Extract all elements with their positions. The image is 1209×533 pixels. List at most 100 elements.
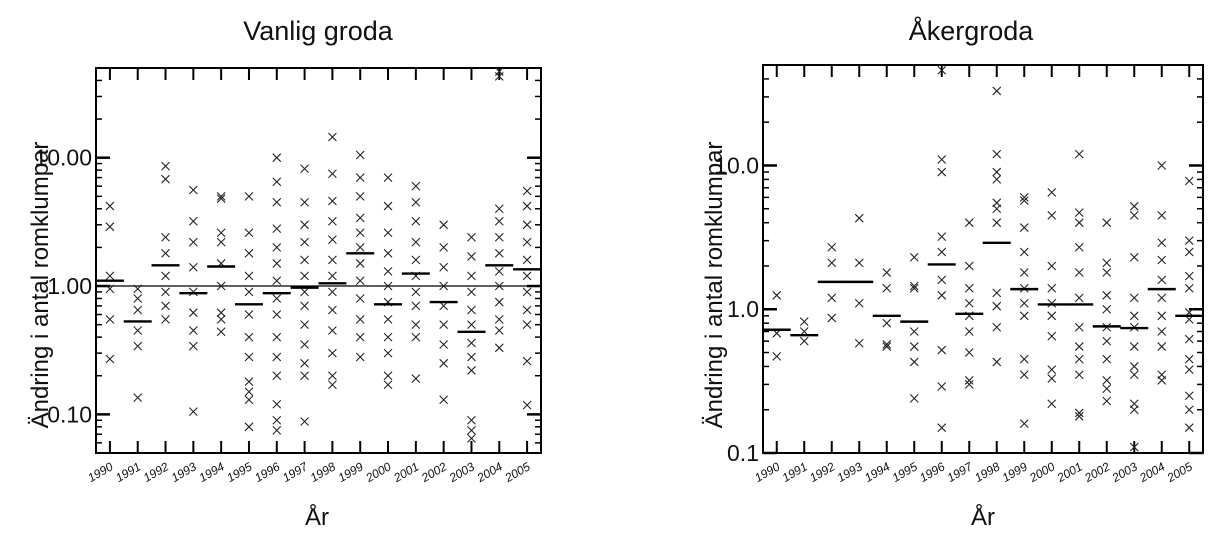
data-point <box>1074 354 1084 364</box>
data-point-stroke <box>355 332 365 342</box>
data-point-stroke <box>1184 247 1194 257</box>
data-point <box>272 276 282 286</box>
data-point <box>1184 365 1194 375</box>
data-point <box>188 326 198 335</box>
data-point <box>909 357 919 367</box>
x-tick-label: 1993 <box>835 459 865 485</box>
x-tick-label: 1991 <box>780 459 810 484</box>
data-point <box>300 340 309 349</box>
data-point-stroke <box>272 197 282 207</box>
data-point <box>882 342 892 351</box>
data-point <box>522 186 532 196</box>
x-tick-label: 2005 <box>1164 459 1195 485</box>
data-point-stroke <box>1184 405 1194 415</box>
data-point-stroke <box>799 317 809 327</box>
data-point-stroke <box>1019 354 1029 364</box>
data-point-stroke <box>467 366 476 375</box>
data-point <box>133 284 143 294</box>
data-point <box>439 262 449 272</box>
data-point <box>1019 354 1029 364</box>
data-point-stroke <box>161 271 170 281</box>
data-point-stroke <box>272 243 282 252</box>
data-point-stroke <box>328 326 337 335</box>
data-point-stroke <box>909 252 919 262</box>
data-point-stroke <box>522 271 532 281</box>
data-point <box>188 287 198 297</box>
data-point-stroke <box>411 374 421 383</box>
data-point-stroke <box>1102 218 1112 228</box>
data-point-stroke <box>105 222 115 232</box>
data-point-stroke <box>300 358 309 368</box>
data-point-stroke <box>882 318 892 328</box>
data-point-stroke <box>133 326 143 335</box>
data-point <box>1074 411 1084 421</box>
data-point <box>328 132 337 142</box>
data-point-stroke <box>328 235 337 245</box>
data-point-stroke <box>244 191 254 201</box>
data-point <box>328 271 337 281</box>
data-point <box>272 259 282 268</box>
data-point <box>383 228 393 238</box>
x-tick-label: 1996 <box>252 459 282 485</box>
data-point-stroke <box>272 332 282 342</box>
data-point <box>300 417 309 426</box>
data-point <box>1184 354 1194 364</box>
data-point <box>328 287 337 297</box>
data-point <box>355 191 365 201</box>
data-point <box>882 268 892 277</box>
data-point <box>216 314 226 324</box>
data-point-stroke <box>937 65 947 75</box>
data-point <box>244 287 254 297</box>
data-point-stroke <box>1184 236 1194 246</box>
data-point <box>1074 322 1084 332</box>
data-point-stroke <box>188 308 198 318</box>
data-point <box>1047 210 1057 220</box>
data-point-stroke <box>411 301 421 311</box>
data-point <box>882 339 892 349</box>
data-point-stroke <box>909 342 919 351</box>
data-point <box>244 352 254 362</box>
data-point-stroke <box>1074 293 1084 303</box>
data-point-stroke <box>1019 268 1029 277</box>
data-point <box>1157 293 1167 303</box>
data-point <box>467 320 476 330</box>
data-point <box>522 305 532 315</box>
data-point-stroke <box>1102 375 1112 385</box>
data-point-stroke <box>328 348 337 358</box>
data-point <box>216 194 226 203</box>
data-point-stroke <box>300 417 309 426</box>
data-point <box>799 336 809 346</box>
data-point <box>272 371 282 381</box>
data-point <box>522 220 532 230</box>
data-point-stroke <box>1019 196 1029 205</box>
data-point <box>854 213 864 223</box>
data-point-stroke <box>522 400 532 410</box>
data-point <box>328 380 337 390</box>
data-point <box>1074 370 1084 380</box>
data-point <box>1102 258 1112 268</box>
data-point-stroke <box>272 399 282 409</box>
plot-frame <box>762 64 1204 454</box>
data-point-stroke <box>161 161 170 171</box>
data-point-stroke <box>827 258 837 268</box>
data-point <box>1019 370 1029 380</box>
data-point <box>133 326 143 335</box>
data-point <box>383 314 393 324</box>
data-point <box>1019 311 1029 321</box>
data-point <box>772 290 782 300</box>
data-point-stroke <box>1129 210 1139 220</box>
x-tick-label: 2003 <box>1109 459 1140 485</box>
data-point <box>1047 187 1057 197</box>
data-point-stroke <box>300 371 309 381</box>
data-point-stroke <box>522 237 532 247</box>
data-point-stroke <box>1129 252 1139 262</box>
data-point-stroke <box>1047 331 1057 341</box>
data-point-stroke <box>937 345 947 355</box>
data-point <box>161 287 170 297</box>
data-point <box>161 271 170 281</box>
data-point <box>1102 354 1112 364</box>
data-point-stroke <box>383 267 393 276</box>
data-point <box>355 352 365 362</box>
data-point-stroke <box>494 72 504 81</box>
